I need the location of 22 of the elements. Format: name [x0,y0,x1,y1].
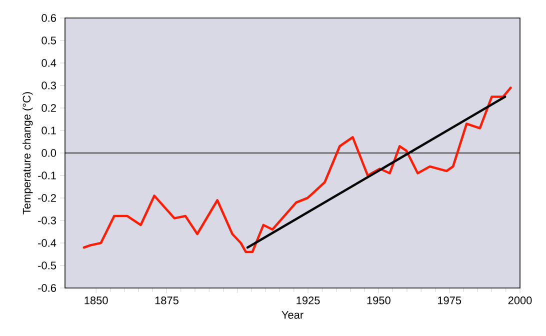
line-series [82,86,512,254]
y-tick-label: 0.0 [42,149,56,157]
x-tick-label: 1950 [367,296,390,304]
x-tick-label: 1875 [155,296,178,304]
x-tick-label: 2000 [508,296,532,304]
y-tick-label: 0.2 [42,104,56,112]
y-tick-label: 0.3 [42,82,56,90]
y-tick-label: 0.5 [42,36,56,44]
y-tick-label: 0.6 [42,14,56,22]
x-axis-title: Year [282,311,304,319]
y-tick-label: -0.5 [38,262,56,270]
x-tick-label: 1975 [438,296,462,304]
y-tick-label: -0.4 [38,239,56,247]
y-tick-label: -0.3 [38,216,56,224]
y-tick-label: -0.2 [38,194,56,202]
y-tick-label: -0.6 [38,284,56,292]
x-tick-label: 1925 [296,296,320,304]
x-tick-label: 1850 [84,296,108,304]
y-tick-label: 0.1 [42,126,56,134]
y-tick-label: -0.1 [38,172,56,180]
y-tick-label: 0.4 [42,59,56,67]
y-axis-title: Temperature change (°C) [22,92,33,214]
